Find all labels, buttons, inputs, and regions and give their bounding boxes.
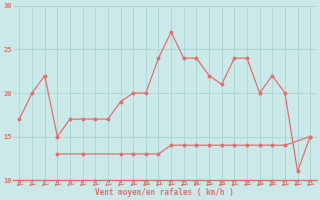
X-axis label: Vent moyen/en rafales ( km/h ): Vent moyen/en rafales ( km/h ) [95, 188, 234, 197]
